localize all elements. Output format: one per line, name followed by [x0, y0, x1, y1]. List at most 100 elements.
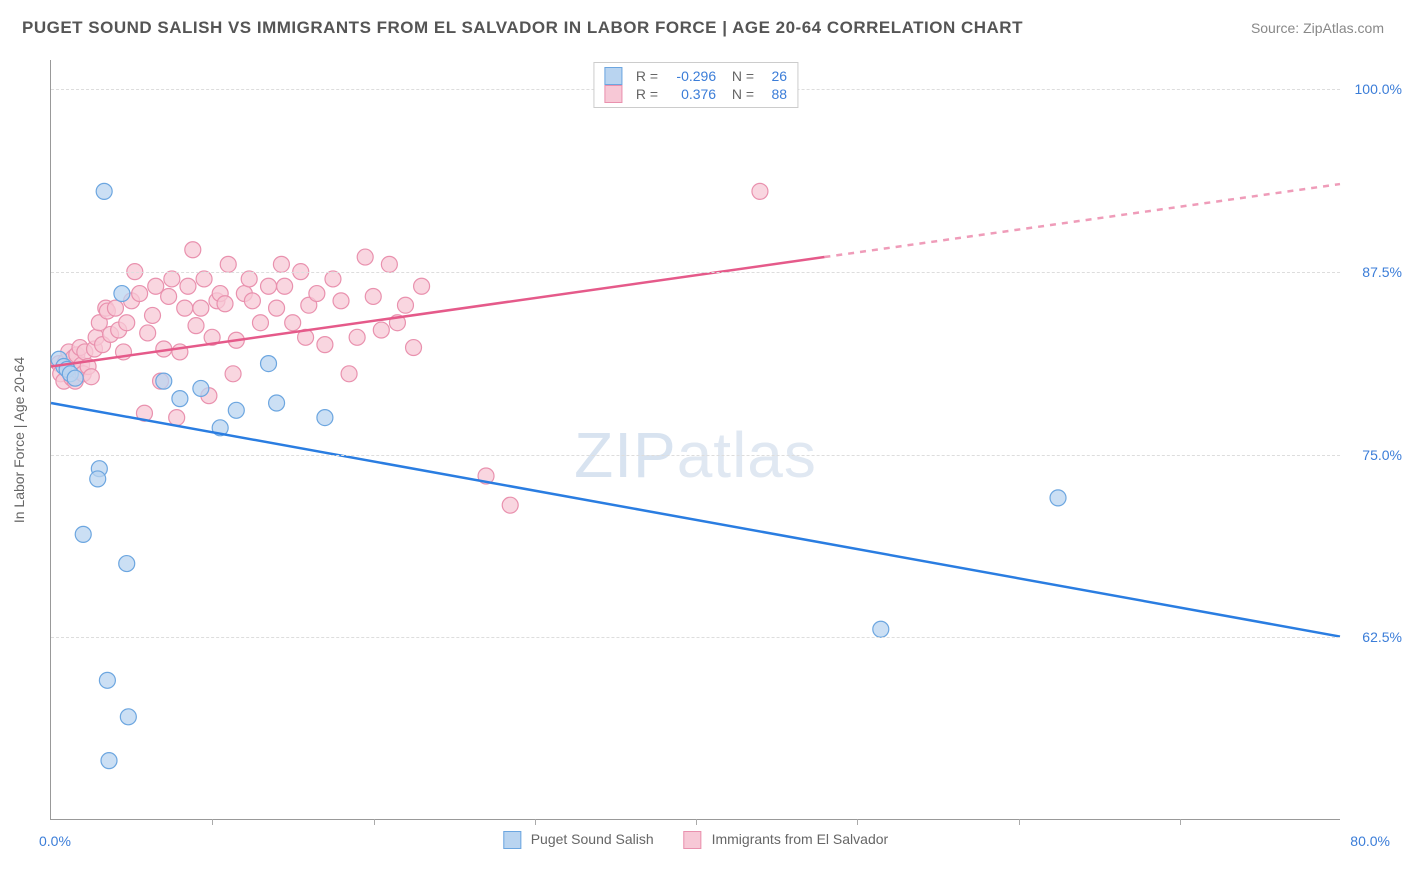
- plot-area: In Labor Force | Age 20-64 ZIPatlas 62.5…: [50, 60, 1340, 820]
- data-point: [177, 300, 193, 316]
- data-point: [317, 337, 333, 353]
- data-point: [225, 366, 241, 382]
- data-point: [169, 410, 185, 426]
- data-point: [252, 315, 268, 331]
- chart-title: PUGET SOUND SALISH VS IMMIGRANTS FROM EL…: [22, 18, 1023, 38]
- data-point: [365, 288, 381, 304]
- pink-scatter: [51, 183, 768, 513]
- data-point: [185, 242, 201, 258]
- x-axis-max-label: 80.0%: [1350, 833, 1390, 849]
- data-point: [156, 373, 172, 389]
- r-value-blue: -0.296: [666, 68, 716, 84]
- data-point: [873, 621, 889, 637]
- data-point: [67, 370, 83, 386]
- legend-item-blue: Puget Sound Salish: [503, 831, 654, 849]
- data-point: [241, 271, 257, 287]
- data-point: [83, 369, 99, 385]
- data-point: [285, 315, 301, 331]
- source-label: Source: ZipAtlas.com: [1251, 20, 1384, 36]
- data-point: [502, 497, 518, 513]
- data-point: [145, 307, 161, 323]
- data-point: [119, 556, 135, 572]
- y-tick-label: 100.0%: [1347, 81, 1402, 97]
- data-point: [75, 526, 91, 542]
- x-axis-min-label: 0.0%: [39, 833, 71, 849]
- data-point: [120, 709, 136, 725]
- data-point: [99, 672, 115, 688]
- data-point: [148, 278, 164, 294]
- data-point: [90, 471, 106, 487]
- data-point: [277, 278, 293, 294]
- data-point: [325, 271, 341, 287]
- r-label: R =: [636, 86, 658, 102]
- data-point: [414, 278, 430, 294]
- legend-label-pink: Immigrants from El Salvador: [712, 831, 889, 847]
- data-point: [101, 753, 117, 769]
- data-point: [164, 271, 180, 287]
- legend-swatch-blue: [503, 831, 521, 849]
- data-point: [193, 380, 209, 396]
- data-point: [406, 340, 422, 356]
- legend-item-pink: Immigrants from El Salvador: [684, 831, 889, 849]
- regression-line-dashed: [824, 184, 1340, 257]
- data-point: [196, 271, 212, 287]
- data-point: [114, 286, 130, 302]
- n-label: N =: [724, 68, 754, 84]
- gridline: [51, 272, 1340, 273]
- y-tick-label: 75.0%: [1347, 447, 1402, 463]
- legend-swatch-pink: [684, 831, 702, 849]
- data-point: [357, 249, 373, 265]
- data-point: [317, 410, 333, 426]
- data-point: [161, 288, 177, 304]
- y-tick-label: 62.5%: [1347, 629, 1402, 645]
- gridline: [51, 455, 1340, 456]
- correlation-row-pink: R = 0.376 N = 88: [604, 85, 787, 103]
- x-tick: [374, 819, 375, 825]
- r-label: R =: [636, 68, 658, 84]
- data-point: [261, 356, 277, 372]
- data-point: [373, 322, 389, 338]
- data-point: [273, 256, 289, 272]
- x-tick: [212, 819, 213, 825]
- data-point: [172, 391, 188, 407]
- regression-line: [51, 403, 1340, 637]
- data-point: [180, 278, 196, 294]
- x-tick: [696, 819, 697, 825]
- correlation-row-blue: R = -0.296 N = 26: [604, 67, 787, 85]
- n-label: N =: [724, 86, 754, 102]
- r-value-pink: 0.376: [666, 86, 716, 102]
- legend-label-blue: Puget Sound Salish: [531, 831, 654, 847]
- data-point: [107, 300, 123, 316]
- data-point: [132, 286, 148, 302]
- gridline: [51, 637, 1340, 638]
- correlation-legend: R = -0.296 N = 26 R = 0.376 N = 88: [593, 62, 798, 108]
- n-value-pink: 88: [762, 86, 787, 102]
- y-tick-label: 87.5%: [1347, 264, 1402, 280]
- data-point: [96, 183, 112, 199]
- y-axis-title: In Labor Force | Age 20-64: [11, 356, 27, 522]
- data-point: [397, 297, 413, 313]
- data-point: [341, 366, 357, 382]
- data-point: [752, 183, 768, 199]
- x-tick: [535, 819, 536, 825]
- legend-swatch-pink: [604, 85, 622, 103]
- data-point: [188, 318, 204, 334]
- data-point: [1050, 490, 1066, 506]
- data-point: [217, 296, 233, 312]
- data-point: [140, 325, 156, 341]
- data-point: [244, 293, 260, 309]
- x-tick: [1180, 819, 1181, 825]
- data-point: [220, 256, 236, 272]
- series-legend: Puget Sound Salish Immigrants from El Sa…: [503, 831, 888, 849]
- data-point: [269, 395, 285, 411]
- n-value-blue: 26: [762, 68, 787, 84]
- x-tick: [857, 819, 858, 825]
- data-point: [349, 329, 365, 345]
- data-point: [333, 293, 349, 309]
- data-point: [261, 278, 277, 294]
- title-bar: PUGET SOUND SALISH VS IMMIGRANTS FROM EL…: [22, 18, 1384, 38]
- x-tick: [1019, 819, 1020, 825]
- data-point: [269, 300, 285, 316]
- data-point: [193, 300, 209, 316]
- data-point: [228, 402, 244, 418]
